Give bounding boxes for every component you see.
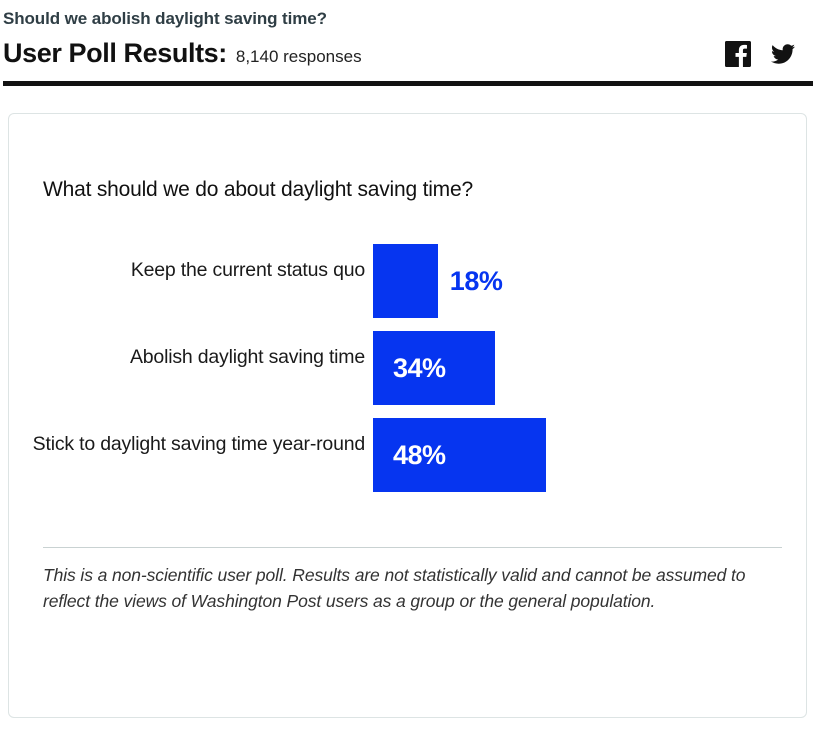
category-label: Stick to daylight saving time year-round: [32, 432, 366, 455]
footer-divider: [43, 547, 782, 548]
facebook-icon[interactable]: [724, 40, 752, 68]
category-label: Abolish daylight saving time: [129, 345, 365, 368]
bar-row: Stick to daylight saving time year-round…: [9, 418, 806, 492]
value-label: 18%: [449, 265, 503, 296]
bar-segment: 48%: [373, 418, 546, 492]
bar-row: Keep the current status quo 18%: [9, 244, 806, 318]
twitter-icon[interactable]: [769, 40, 797, 68]
poll-card: What should we do about daylight saving …: [8, 113, 807, 718]
responses-count: 8,140 responses: [235, 47, 362, 66]
title-row: User Poll Results: 8,140 responses: [3, 38, 815, 68]
value-label: 48%: [393, 439, 446, 470]
value-label: 34%: [393, 352, 446, 383]
social-share-buttons: [724, 40, 797, 68]
chart-title: What should we do about daylight saving …: [43, 178, 473, 201]
bar-row: Abolish daylight saving time 34%: [9, 331, 806, 405]
poll-header: Should we abolish daylight saving time? …: [0, 0, 815, 86]
bar-segment: [373, 244, 438, 318]
disclaimer-text: This is a non-scientific user poll. Resu…: [43, 565, 746, 611]
page-title: User Poll Results:: [3, 38, 227, 68]
bar-chart: Keep the current status quo 18% Abolish …: [9, 244, 806, 492]
bar-segment: 34%: [373, 331, 496, 405]
header-divider: [3, 81, 813, 86]
category-label: Keep the current status quo: [130, 258, 365, 281]
article-kicker: Should we abolish daylight saving time?: [3, 9, 327, 28]
